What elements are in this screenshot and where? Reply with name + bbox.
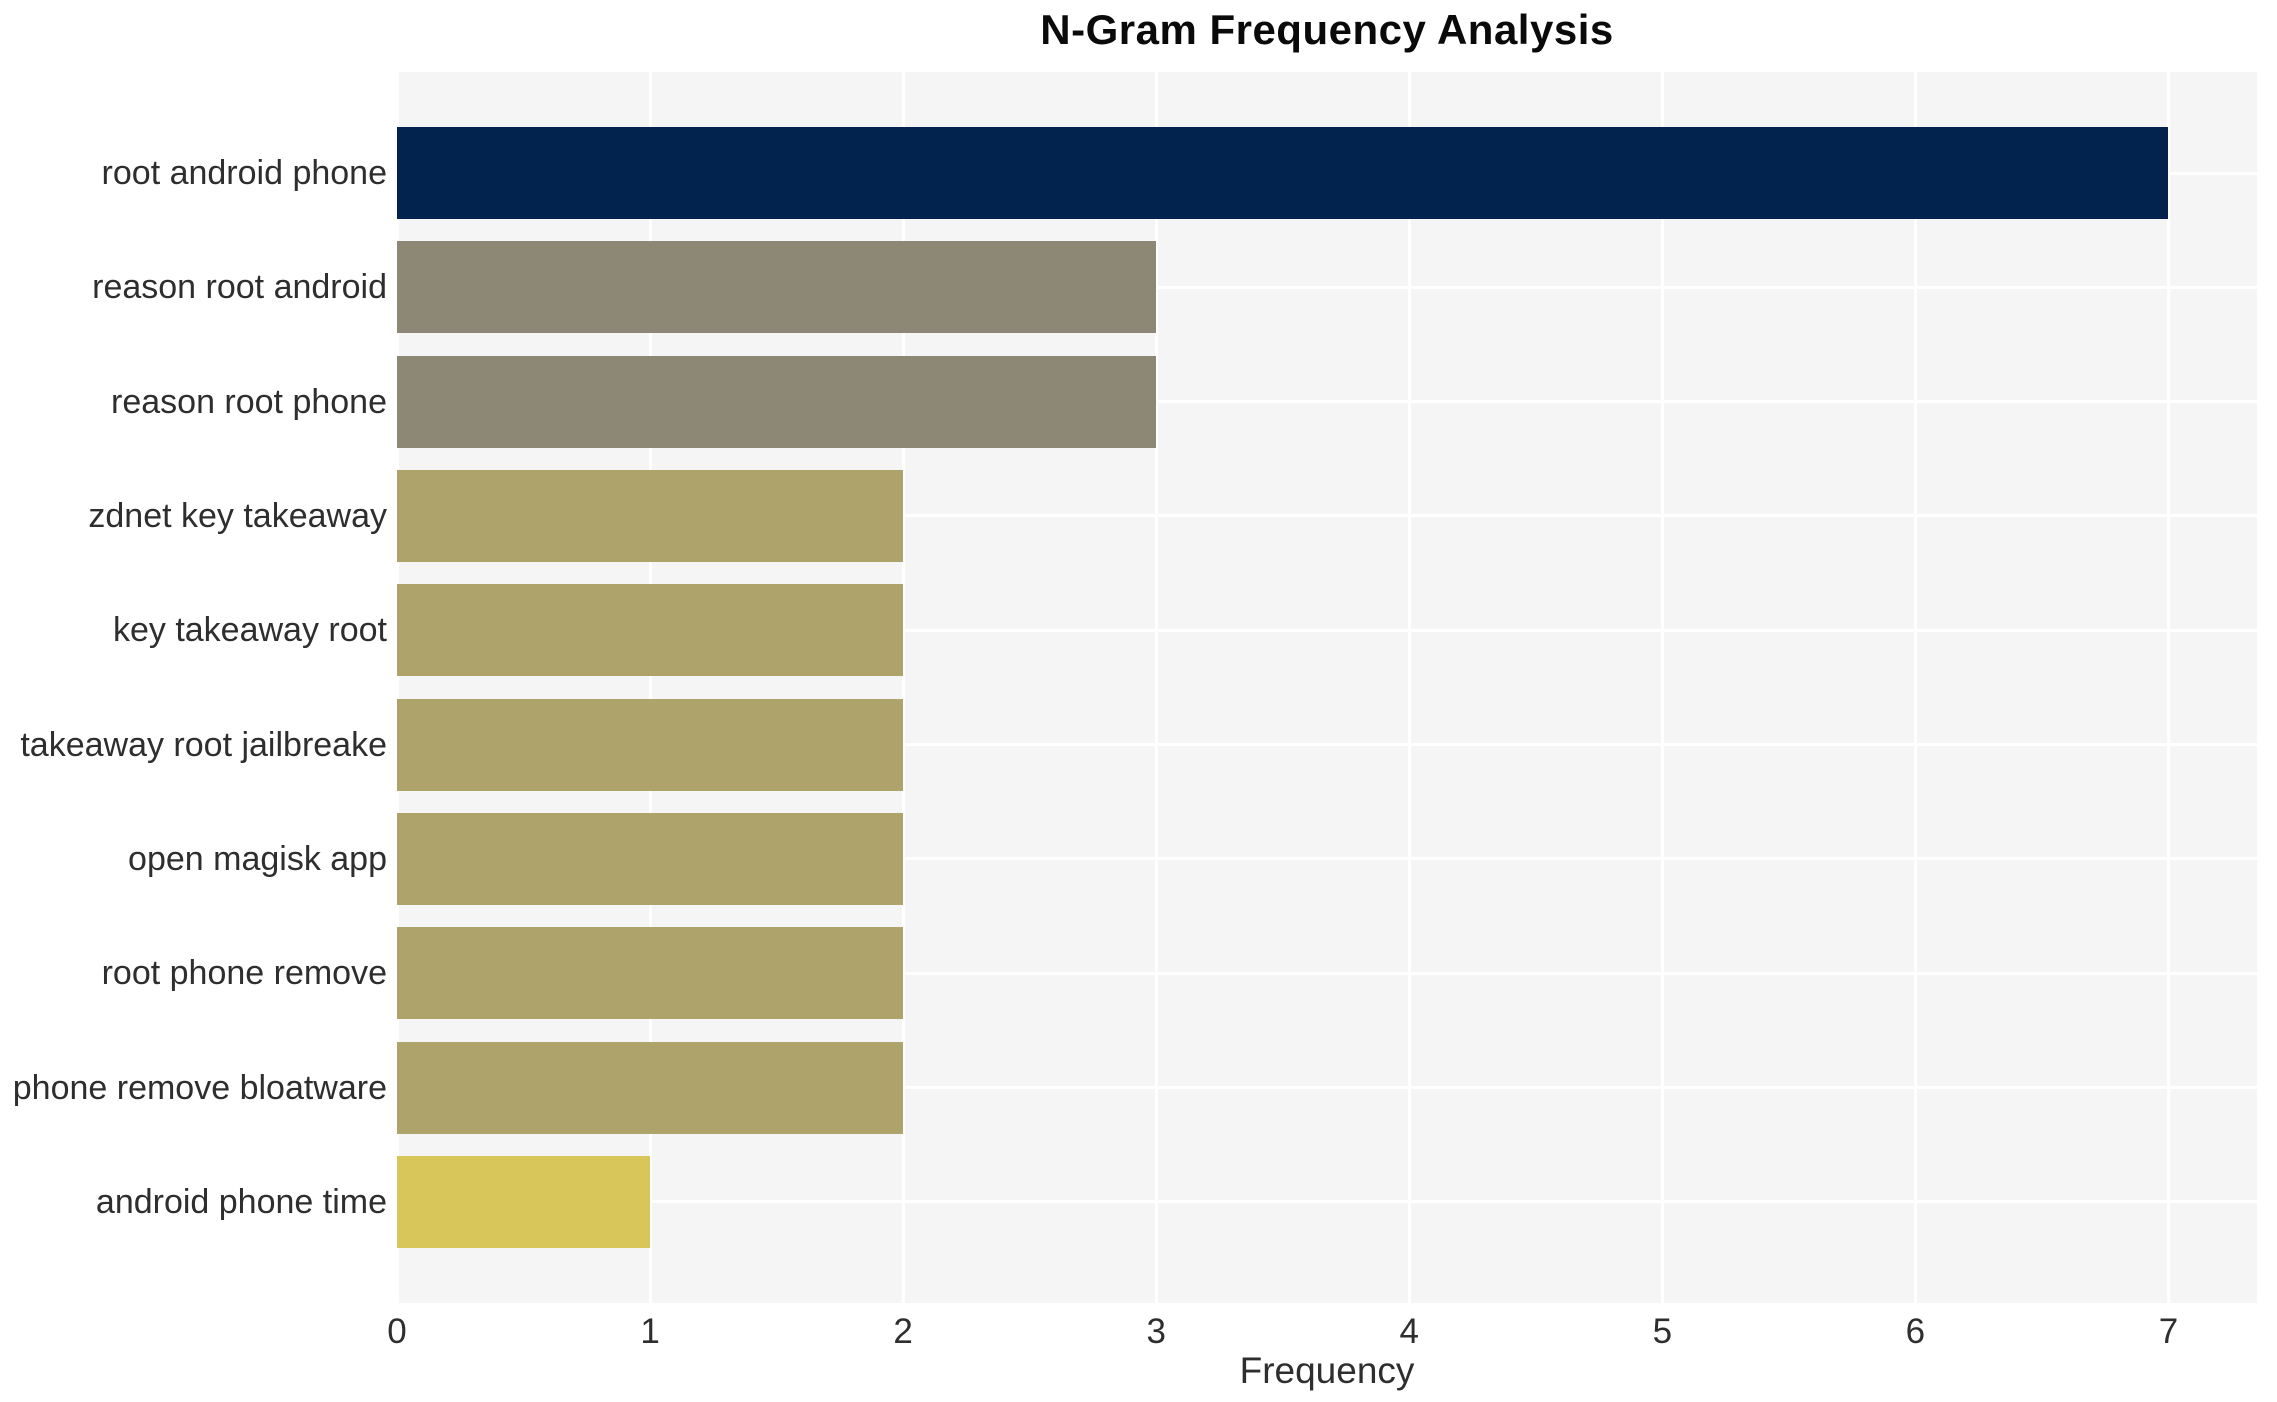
x-tick-label: 6 [1905,1312,1926,1351]
gridline-h [397,628,2257,632]
category-label: root phone remove [101,954,387,993]
category-label: android phone time [95,1182,387,1221]
x-tick-label: 1 [640,1312,660,1351]
gridline-v [1407,72,1411,1303]
bar-key-takeaway-root [397,584,904,677]
gridline-v [1154,72,1158,1303]
gridline-h [397,1086,2257,1090]
gridline-h [397,743,2257,747]
category-label: reason root phone [111,382,387,421]
bar-reason-root-phone [397,355,1157,448]
gridline-h [397,285,2257,289]
gridline-v [901,72,905,1303]
gridline-h [397,514,2257,518]
bar-android-phone-time [397,1155,651,1248]
bar-phone-remove-bloatware [397,1041,904,1134]
gridline-h [397,400,2257,404]
category-label: open magisk app [128,839,387,878]
bar-takeaway-root-jailbreake [397,698,904,791]
category-label: root android phone [101,154,387,192]
category-label: reason root android [92,268,387,307]
gridline-h [397,971,2257,975]
bar-root-phone-remove [397,927,904,1020]
category-label: zdnet key takeaway [88,496,387,535]
gridline-v [2166,72,2170,1303]
x-tick-label: 7 [2158,1312,2179,1351]
gridline-v [1660,72,1664,1303]
x-tick-label: 2 [893,1312,913,1351]
gridline-v [1913,72,1917,1303]
gridline-h [397,1200,2257,1204]
bar-root-android-phone [397,127,2169,219]
bar-zdnet-key-takeaway [397,469,904,562]
x-tick-label: 3 [1146,1312,1166,1351]
gridline-h [397,857,2257,861]
x-tick-label: 5 [1652,1312,1673,1351]
x-axis-label: Frequency [1239,1350,1415,1391]
x-tick-label: 0 [387,1312,407,1351]
category-label: key takeaway root [112,611,387,650]
bar-open-magisk-app [397,812,904,905]
bar-reason-root-android [397,241,1157,334]
category-label: phone remove bloatware [12,1068,387,1107]
plot-area [395,72,2257,1303]
gridline-v [648,72,652,1303]
gridline-v [395,72,399,1303]
category-label: takeaway root jailbreake [20,725,387,764]
chart-title: N-Gram Frequency Analysis [1040,6,1614,53]
x-tick-label: 4 [1399,1312,1419,1351]
